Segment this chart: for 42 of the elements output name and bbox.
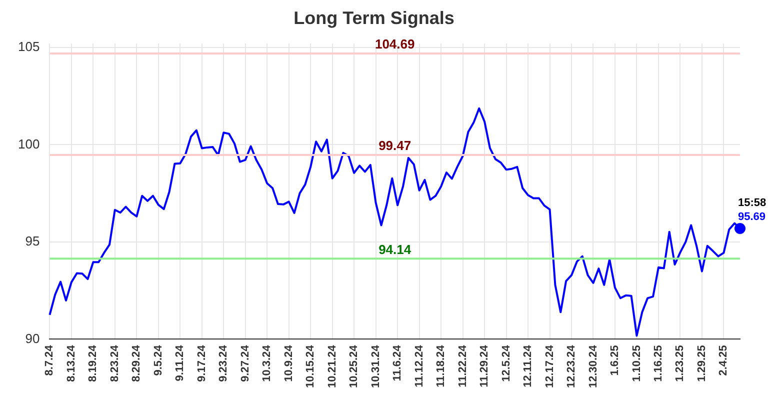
x-tick-label: 8.7.24 [44, 344, 56, 376]
x-tick-label: 10.15.24 [304, 344, 317, 388]
y-tick-label: 100 [18, 136, 40, 152]
y-tick-label: 105 [18, 39, 40, 54]
x-tick-label: 2.4.25 [718, 345, 730, 376]
x-tick-label: 12.17.24 [544, 344, 556, 388]
chart-title: Long Term Signals [294, 8, 454, 28]
x-tick-label: 12.23.24 [566, 344, 578, 388]
x-tick-label: 12.30.24 [587, 344, 600, 388]
x-tick-label: 10.21.24 [326, 344, 338, 388]
x-tick-label: 10.31.24 [370, 344, 382, 388]
y-tick-label: 95 [25, 234, 40, 249]
ref-line-label: 99.47 [378, 138, 412, 154]
x-tick-label: 12.5.24 [500, 344, 512, 382]
x-tick-label: 1.6.25 [609, 345, 622, 376]
x-tick-label: 1.29.25 [696, 345, 708, 382]
x-tick-label: 11.29.24 [478, 344, 491, 388]
data-label: 95.69 [738, 211, 766, 224]
x-tick-label: 8.13.24 [65, 344, 78, 382]
x-tick-label: 1.16.25 [652, 345, 664, 382]
x-tick-label: 1.23.25 [674, 345, 686, 382]
x-tick-label: 9.5.24 [152, 344, 164, 376]
x-tick-label: 9.11.24 [174, 344, 186, 382]
x-tick-label: 10.25.24 [348, 344, 360, 388]
x-tick-label: 8.29.24 [130, 344, 143, 382]
x-tick-label: 10.3.24 [261, 344, 274, 382]
x-tick-label: 8.19.24 [87, 344, 100, 382]
annotation: 15:58 [738, 197, 766, 210]
x-tick-label: 11.12.24 [413, 344, 426, 388]
x-tick-label: 9.23.24 [218, 344, 230, 382]
x-tick-label: 1.10.25 [630, 345, 643, 382]
x-tick-label: 11.18.24 [435, 344, 448, 388]
x-tick-label: 10.9.24 [282, 344, 295, 382]
x-tick-label: 9.27.24 [239, 344, 252, 382]
ref-line-label: 104.69 [374, 36, 415, 52]
x-tick-label: 11.6.24 [392, 344, 404, 382]
x-tick-label: 8.23.24 [108, 344, 121, 382]
x-tick-label: 12.11.24 [522, 344, 534, 388]
x-tick-label: 9.17.24 [196, 344, 208, 382]
x-tick-label: 11.22.24 [456, 344, 469, 388]
y-tick-label: 90 [25, 330, 40, 346]
ref-line-label: 94.14 [378, 242, 412, 257]
